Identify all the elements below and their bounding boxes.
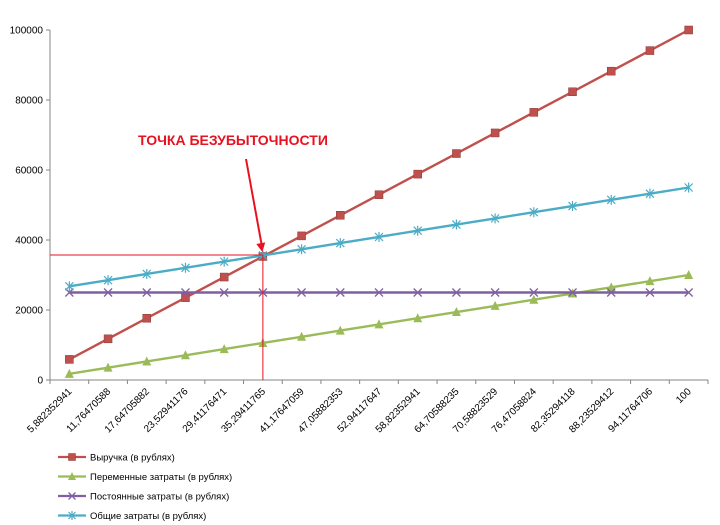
legend-label: Переменные затраты (в рублях)	[90, 472, 232, 483]
x-axis-ticks: 5,88235294111,7647058817,6470588223,5294…	[25, 380, 709, 435]
series-3	[64, 182, 694, 292]
triangle-marker	[645, 276, 655, 286]
x-marker	[684, 288, 694, 297]
square-marker	[684, 25, 693, 35]
star-marker	[142, 268, 152, 279]
x-marker	[413, 288, 423, 297]
square-marker	[103, 334, 113, 344]
x-marker	[374, 288, 384, 297]
triangle-marker	[374, 319, 384, 329]
triangle-marker	[451, 307, 461, 317]
legend-label: Общие затраты (в рублях)	[90, 511, 206, 522]
triangle-marker	[335, 325, 345, 335]
x-marker	[568, 288, 577, 297]
series-0	[65, 25, 693, 364]
star-marker	[529, 207, 539, 218]
star-marker	[451, 219, 461, 230]
triangle-marker	[490, 300, 500, 310]
star-marker	[103, 275, 113, 286]
triangle-marker	[142, 356, 152, 366]
star-marker	[606, 194, 616, 205]
star-marker	[645, 188, 655, 199]
square-marker	[490, 128, 500, 138]
square-marker	[413, 169, 422, 179]
x-marker	[142, 288, 152, 297]
triangle-marker	[180, 350, 190, 360]
legend-item: Общие затраты (в рублях)	[58, 511, 206, 522]
x-marker	[181, 288, 190, 297]
x-marker	[451, 288, 461, 297]
y-tick-label: 0	[37, 376, 43, 387]
star-marker	[568, 201, 577, 212]
triangle-marker	[219, 344, 229, 354]
x-marker	[645, 288, 655, 297]
star-marker	[490, 213, 500, 224]
y-axis-ticks: 0 20000 40000 60000 80000 100000	[10, 26, 50, 387]
y-tick-label: 100000	[10, 26, 44, 37]
series-layer	[64, 25, 694, 378]
star-marker	[297, 244, 307, 255]
triangle-marker	[413, 313, 423, 323]
x-marker	[103, 288, 113, 297]
x-marker	[297, 288, 307, 297]
x-marker	[219, 288, 229, 297]
legend-item: Постоянные затраты (в рублях)	[58, 492, 229, 503]
star-marker	[219, 256, 229, 267]
square-marker	[142, 313, 152, 323]
y-tick-label: 80000	[15, 96, 43, 107]
square-marker	[645, 46, 655, 55]
star-marker	[64, 281, 74, 292]
star-marker	[335, 238, 345, 249]
legend-item: Переменные затраты (в рублях)	[58, 472, 232, 483]
square-marker	[568, 87, 577, 97]
triangle-marker	[68, 472, 76, 480]
triangle-marker	[529, 294, 539, 304]
square-marker	[452, 149, 461, 158]
triangle-marker	[64, 368, 74, 378]
x-tick-label: 100	[674, 386, 694, 406]
star-marker	[181, 262, 190, 273]
y-tick-label: 20000	[15, 306, 43, 317]
y-tick-label: 40000	[15, 236, 43, 247]
triangle-marker	[684, 270, 694, 279]
square-marker	[529, 108, 539, 117]
series-2	[64, 288, 694, 297]
x-marker	[529, 288, 539, 297]
break-even-arrow	[245, 158, 263, 247]
square-marker	[65, 355, 74, 364]
legend-label: Постоянные затраты (в рублях)	[90, 492, 229, 503]
legend: Выручка (в рублях) Переменные затраты (в …	[58, 453, 232, 522]
star-marker	[68, 511, 76, 520]
legend-item: Выручка (в рублях)	[58, 453, 175, 464]
x-marker	[606, 288, 616, 297]
triangle-marker	[606, 282, 616, 292]
x-marker	[490, 288, 500, 297]
y-tick-label: 60000	[15, 166, 43, 177]
triangle-marker	[103, 362, 113, 372]
plot-area: 0 20000 40000 60000 80000 100000 5,8823529411…	[10, 25, 709, 435]
star-marker	[684, 182, 694, 193]
square-marker	[297, 231, 306, 241]
square-marker	[219, 272, 229, 282]
break-even-annotation: ТОЧКА БЕЗУБЫТОЧНОСТИ	[50, 132, 328, 380]
legend-label: Выручка (в рублях)	[90, 453, 175, 464]
square-marker	[606, 66, 616, 76]
square-marker	[336, 211, 345, 220]
star-marker	[374, 231, 384, 242]
break-even-label: ТОЧКА БЕЗУБЫТОЧНОСТИ	[138, 132, 328, 148]
break-even-arrowhead	[256, 242, 266, 253]
square-marker	[374, 190, 384, 199]
x-marker	[68, 492, 76, 500]
star-marker	[413, 225, 423, 236]
triangle-marker	[297, 331, 307, 341]
square-marker	[68, 453, 76, 461]
x-marker	[335, 288, 345, 297]
series-1	[64, 270, 694, 378]
